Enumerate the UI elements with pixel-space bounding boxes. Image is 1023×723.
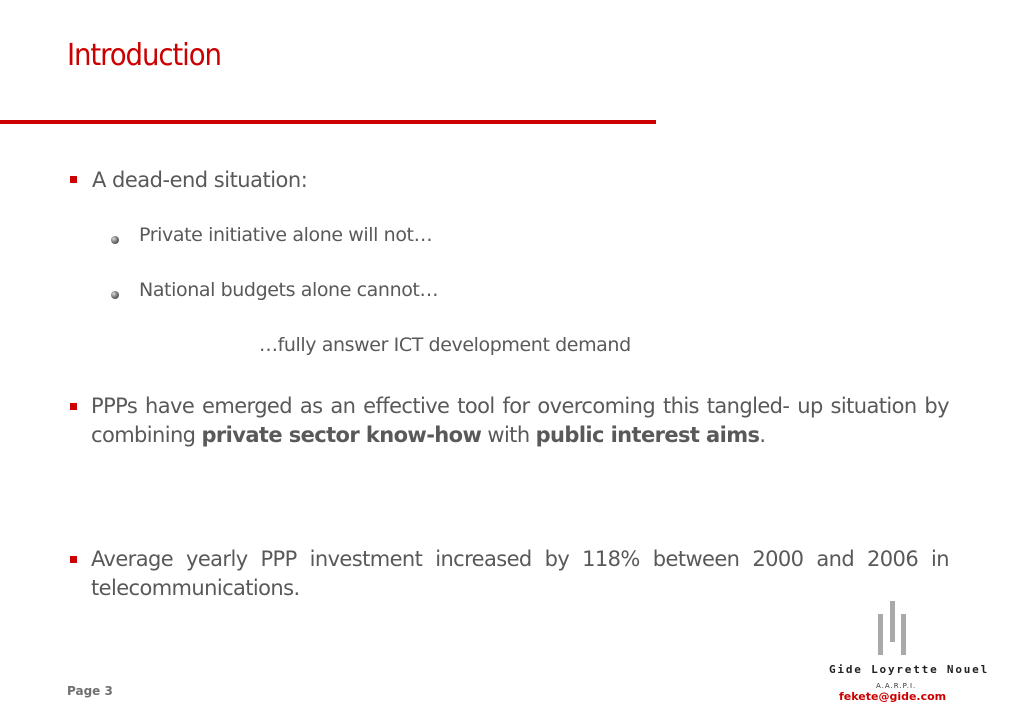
square-bullet-icon: [70, 403, 77, 410]
bullet-text: PPPs have emerged as an effective tool f…: [91, 394, 950, 447]
bold-phrase: private sector know-how: [201, 423, 482, 447]
page-number: Page 3: [67, 684, 113, 698]
square-bullet-icon: [70, 556, 77, 563]
sub-bullet-text: Private initiative alone will not…: [139, 224, 433, 246]
continuation-text: …fully answer ICT development demand: [259, 334, 631, 356]
sphere-bullet-icon: [111, 236, 119, 244]
firm-logo-icon: [878, 601, 908, 655]
bold-phrase: public interest aims: [535, 423, 760, 447]
bullet-text: Average yearly PPP investment increased …: [91, 547, 950, 600]
slide-title: Introduction: [67, 38, 222, 73]
contact-email[interactable]: fekete@gide.com: [839, 690, 947, 703]
sub-bullet-text: National budgets alone cannot…: [139, 279, 439, 301]
bullet-text: A dead-end situation:: [92, 168, 308, 192]
title-divider: [0, 120, 656, 124]
sphere-bullet-icon: [111, 291, 119, 299]
firm-name: Gide Loyrette Nouel: [829, 663, 990, 676]
square-bullet-icon: [70, 176, 77, 183]
firm-subtitle: A.A.R.P.I.: [876, 682, 917, 690]
